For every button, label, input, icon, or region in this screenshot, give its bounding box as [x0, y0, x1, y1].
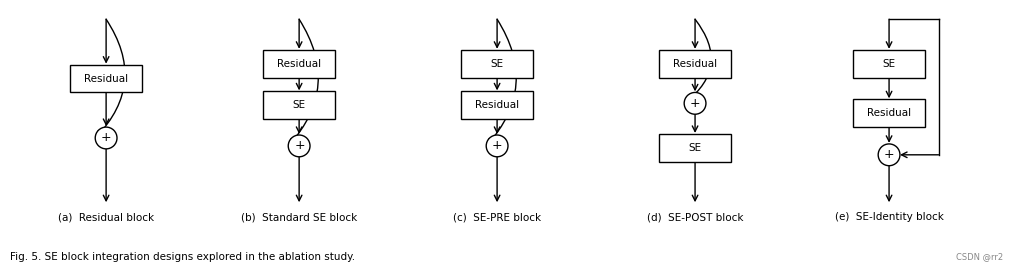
Text: $+$: $+$ [883, 148, 894, 161]
Bar [263, 50, 334, 78]
Bar [659, 50, 730, 78]
Text: SE: SE [293, 100, 306, 110]
Text: (c)  SE-PRE block: (c) SE-PRE block [453, 212, 541, 222]
Text: (d)  SE-POST block: (d) SE-POST block [647, 212, 744, 222]
Bar [853, 50, 925, 78]
Text: SE: SE [882, 59, 895, 69]
Text: SE: SE [689, 143, 702, 153]
Bar [263, 91, 334, 119]
Text: Residual: Residual [84, 74, 129, 84]
Text: $+$: $+$ [294, 140, 305, 152]
Text: CSDN @rr2: CSDN @rr2 [956, 252, 1003, 261]
Bar [71, 65, 142, 93]
Text: Residual: Residual [673, 59, 717, 69]
Circle shape [289, 135, 310, 157]
Bar [853, 99, 925, 127]
Bar [462, 91, 533, 119]
Text: Residual: Residual [278, 59, 321, 69]
Text: Residual: Residual [867, 108, 911, 118]
Circle shape [95, 127, 118, 149]
Bar [462, 50, 533, 78]
Text: SE: SE [490, 59, 503, 69]
Text: (e)  SE-Identity block: (e) SE-Identity block [835, 212, 943, 222]
Bar [659, 134, 730, 162]
Circle shape [878, 144, 900, 166]
Text: $+$: $+$ [690, 97, 701, 110]
Text: Residual: Residual [475, 100, 519, 110]
Text: $+$: $+$ [100, 132, 111, 144]
Text: Fig. 5. SE block integration designs explored in the ablation study.: Fig. 5. SE block integration designs exp… [10, 252, 356, 262]
Text: (b)  Standard SE block: (b) Standard SE block [241, 212, 358, 222]
Text: $+$: $+$ [491, 140, 502, 152]
Circle shape [684, 93, 706, 114]
Circle shape [486, 135, 508, 157]
Text: (a)  Residual block: (a) Residual block [58, 212, 154, 222]
